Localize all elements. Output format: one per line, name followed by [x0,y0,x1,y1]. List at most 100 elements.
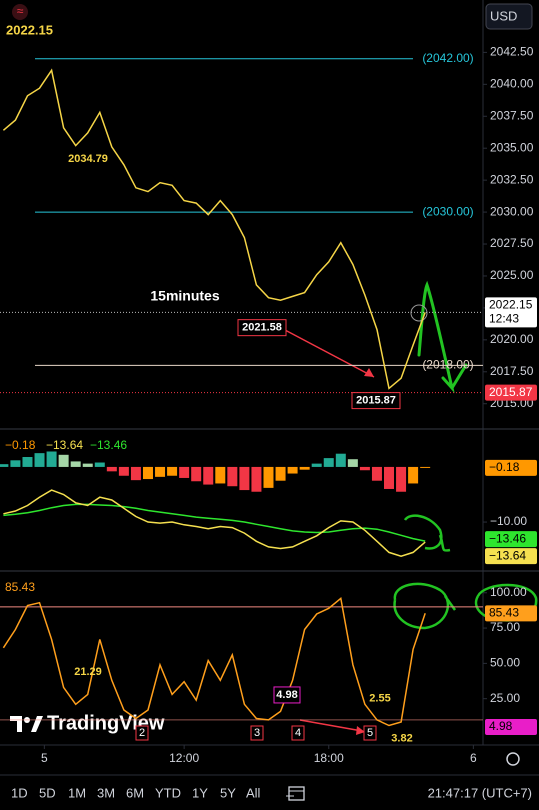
histogram-bar [179,466,190,478]
arrow-head [364,368,374,377]
annotation: 2015.87 [356,395,396,407]
marker-label: 3.82 [391,732,412,744]
range-button[interactable]: 1D [11,785,28,800]
arrow [299,719,363,732]
histogram-bar [94,462,105,467]
histogram-bar [130,466,141,481]
x-tick-label: 18:00 [314,751,344,765]
histogram-bar [215,466,226,484]
y-tick-label: −10.00 [490,514,527,528]
oscillator-badge-bg [485,605,537,622]
histogram-bar [106,466,117,472]
histogram-badge-bg [485,459,537,476]
histogram-bar [335,453,346,467]
histogram-bar [287,466,298,474]
histogram-badge: −0.18 [489,460,520,474]
y-tick-label: 2020.00 [490,332,534,346]
histogram-bar [384,466,395,489]
macd-badge-bg [485,548,537,565]
drawing [393,582,457,630]
histogram-bar [191,466,202,482]
histogram-bar [22,457,33,467]
date-picker-icon[interactable] [286,786,305,801]
range-button[interactable]: 5D [39,785,56,800]
histogram-bar [203,466,214,485]
range-button[interactable]: 1Y [192,785,208,800]
histogram-bar [227,466,238,487]
histogram-bar [82,463,93,467]
y-tick-label: 50.00 [490,656,520,670]
signal-badge: −13.46 [489,531,526,545]
y-tick-label: 100.00 [490,585,527,599]
oscillator-badge: 85.43 [489,606,519,620]
wave-box [363,725,377,741]
second-badge: 4.98 [489,719,513,733]
level-label: (2018.00) [422,358,473,372]
y-tick-label: 2040.00 [490,76,534,90]
countdown: 12:43 [489,312,519,326]
histogram-bar [239,466,250,491]
histogram-bar [359,466,370,471]
histogram-bar [420,466,431,468]
marker-box [273,686,301,704]
x-tick-label: 6 [470,751,477,765]
price-line [2,68,426,390]
range-button[interactable]: 5Y [220,785,236,800]
range-button[interactable]: 6M [126,785,144,800]
histogram-bar [251,466,262,492]
currency-button[interactable]: USD [485,3,533,30]
wave-box [135,725,149,741]
cursor-ring [410,304,428,322]
low-badge: 2015.87 [489,385,533,399]
annotation-box [237,319,287,337]
histogram-bar [10,460,21,467]
annotation: 2034.79 [68,153,108,165]
oscillator-line [2,597,426,727]
last-badge-bg [485,297,537,328]
clock: 21:47:17 (UTC+7) [428,785,532,800]
histogram-bar [396,466,407,492]
annotation-box [351,392,401,410]
y-tick-label: 2032.50 [490,172,534,186]
y-tick-label: 2025.00 [490,268,534,282]
signal-line [3,503,426,542]
histogram-bar [34,453,45,467]
histogram-bar [299,466,310,470]
y-tick-label: 25.00 [490,691,520,705]
range-button[interactable]: All [246,785,261,800]
marker-label: 2.55 [369,692,390,704]
y-tick-label: 2037.50 [490,108,534,122]
y-tick-label: 2042.50 [490,45,534,59]
range-button[interactable]: 3M [97,785,115,800]
header-price: 2022.15 [6,22,53,37]
histogram-bar [118,466,129,476]
settings-icon[interactable] [506,752,520,766]
histogram-bar [371,466,382,481]
last-badge: 2022.15 [489,298,533,312]
legend-value: −13.64 [46,438,83,452]
range-button[interactable]: YTD [155,785,181,800]
currency-label[interactable]: USD [490,8,517,23]
histogram-bar [275,466,286,481]
range-button[interactable]: 1M [68,785,86,800]
macd-badge: −13.64 [489,548,526,562]
wave-box [291,725,305,741]
level-label: (2042.00) [422,51,473,65]
marker-label: 21.29 [74,666,102,678]
legend-value: −13.46 [90,438,127,452]
wave-box [250,725,264,741]
chart-title: 15minutes [150,288,219,304]
histogram-bar [311,463,322,467]
arrow [284,329,375,378]
marker-label: 4.98 [276,689,297,701]
level-label: (2030.00) [422,204,473,218]
macd-line [3,489,426,557]
arrow-head [356,726,365,735]
histogram-bar [142,466,153,480]
histogram-bar [58,454,69,467]
legend-value: −0.18 [5,438,36,452]
histogram-bar [0,464,9,467]
x-tick-label: 12:00 [169,751,199,765]
